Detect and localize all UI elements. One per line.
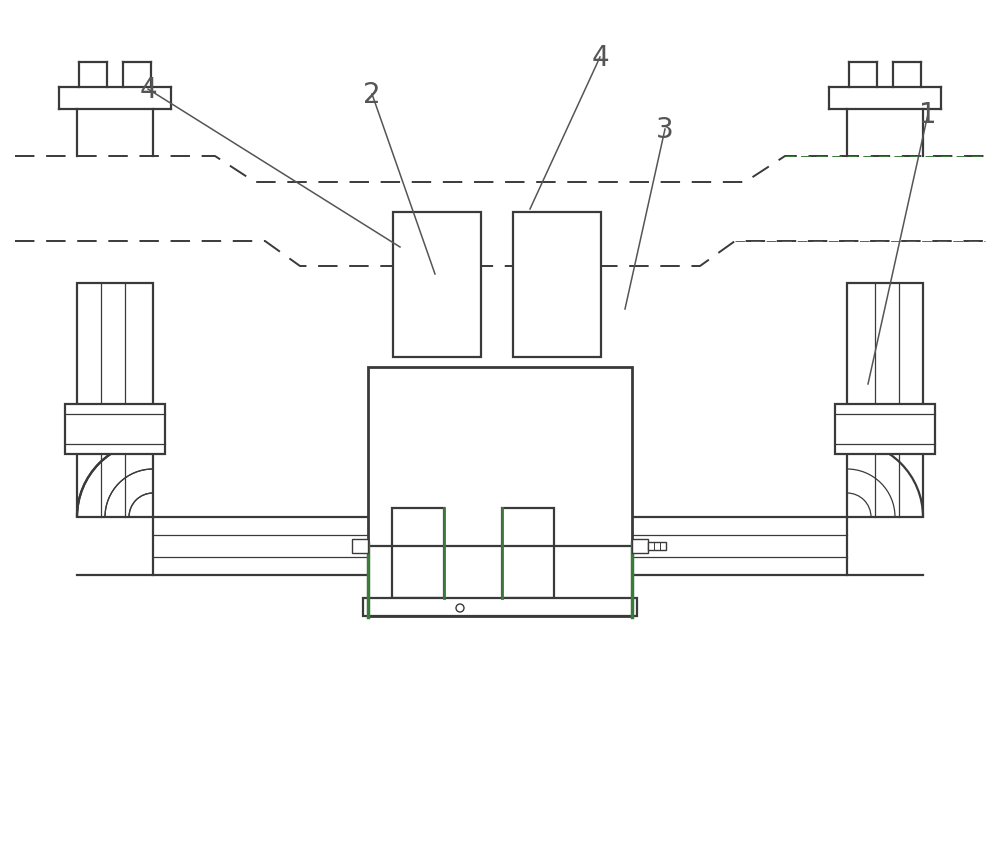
Text: 2: 2 <box>363 81 381 109</box>
Bar <box>513 212 601 357</box>
Bar <box>648 543 666 550</box>
Bar <box>352 539 368 554</box>
Bar <box>502 508 554 598</box>
Bar <box>392 508 444 598</box>
Bar <box>65 404 165 455</box>
Bar <box>847 284 923 518</box>
Wedge shape <box>77 442 153 518</box>
Bar <box>363 598 637 616</box>
Text: 1: 1 <box>919 101 937 129</box>
Text: 4: 4 <box>591 44 609 72</box>
Bar <box>368 368 632 616</box>
Bar <box>835 404 935 455</box>
Bar <box>393 212 481 357</box>
Bar <box>77 284 153 518</box>
Wedge shape <box>847 442 923 518</box>
Text: 3: 3 <box>656 116 674 144</box>
Bar <box>632 539 648 554</box>
Bar <box>153 518 847 575</box>
Text: 4: 4 <box>139 76 157 104</box>
